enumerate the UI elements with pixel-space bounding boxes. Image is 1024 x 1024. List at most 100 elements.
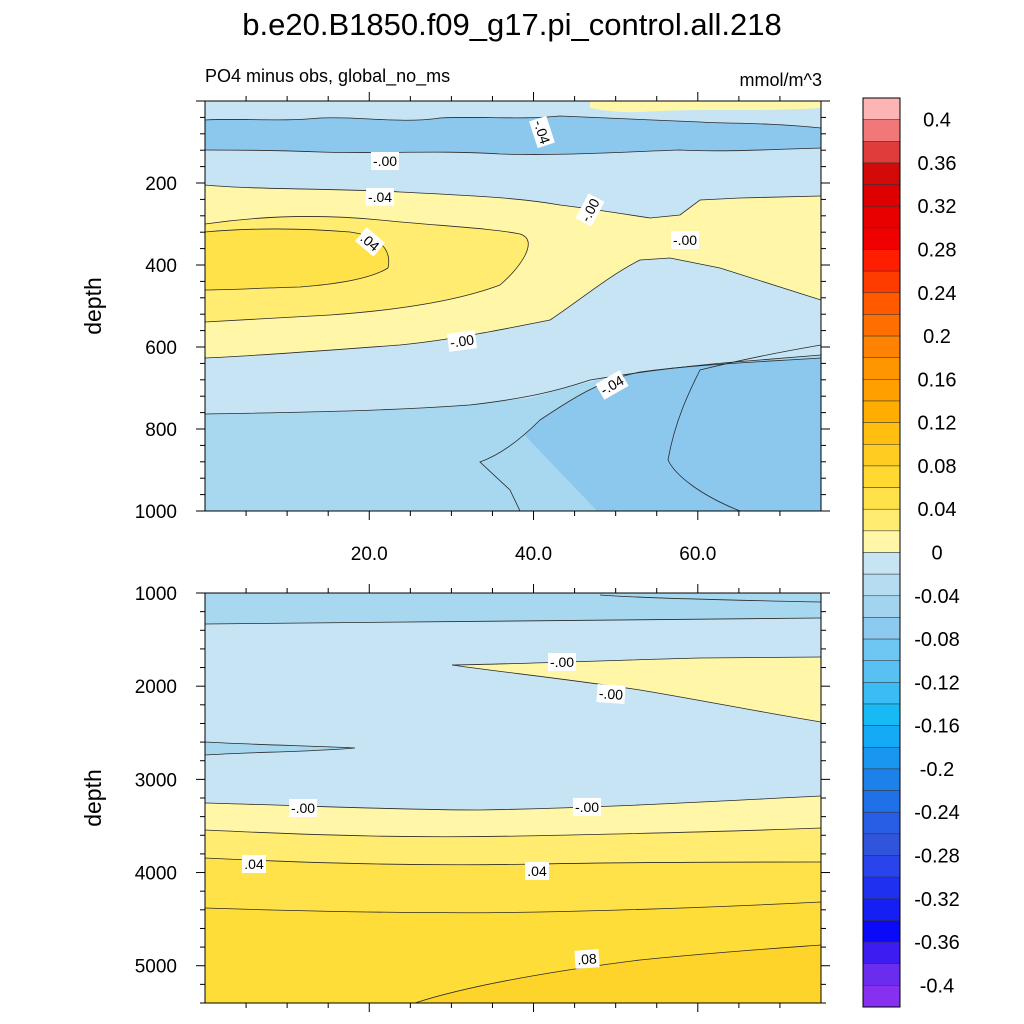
colorbar-label: -0.36	[914, 932, 960, 954]
upper-band-surface-positive	[590, 101, 821, 113]
y-tick-label: 1000	[135, 502, 177, 523]
upper-contour-line	[205, 228, 390, 291]
colorbar-swatch	[862, 119, 901, 142]
y-tick-label: 4000	[135, 864, 177, 885]
colorbar-swatch	[862, 184, 901, 207]
colorbar-swatch	[862, 617, 901, 640]
lower-contour-line	[205, 827, 821, 838]
svg-text:-.04: -.04	[531, 118, 554, 146]
colorbar-label: 0.2	[923, 326, 951, 348]
upper-contour-label: -.00	[371, 152, 399, 170]
x-tick-label: 40.0	[515, 544, 552, 565]
x-tick-label: 60.0	[679, 544, 716, 565]
colorbar-swatch	[862, 920, 901, 943]
lower-contour-label: .08	[574, 949, 600, 969]
colorbar-label: 0	[931, 543, 942, 565]
svg-text:-.00: -.00	[550, 654, 574, 670]
upper-band-positive-high	[205, 229, 389, 290]
colorbar-label: 0.04	[918, 499, 957, 521]
lower-band-positive-peak	[415, 945, 821, 1003]
colorbar-swatch	[862, 249, 901, 272]
upper-band-surface-negative	[205, 116, 821, 155]
upper-contour-label: -.04	[529, 115, 555, 149]
colorbar-swatch	[862, 985, 901, 1008]
lower-contour-label: .04	[525, 862, 549, 880]
colorbar-swatch	[862, 357, 901, 380]
lower-contour-labels: -.00 -.00 -.00 -.00 .04 .04 .08	[242, 653, 626, 969]
colorbar-swatch	[862, 379, 901, 402]
lower-contour-label: -.00	[289, 799, 317, 817]
colorbar-label: -0.04	[914, 586, 960, 608]
colorbar-swatch	[862, 682, 901, 705]
upper-contour-label: -.04	[366, 188, 394, 206]
colorbar-swatch	[862, 141, 901, 164]
colorbar-swatch	[862, 162, 901, 185]
upper-contour-line	[205, 216, 529, 323]
colorbar-label: 0.16	[918, 369, 957, 391]
colorbar-label: 0.28	[918, 240, 957, 262]
colorbar-label: -0.16	[914, 716, 960, 738]
colorbar-label: 0.08	[918, 456, 957, 478]
lower-contour-fill	[205, 593, 821, 1003]
colorbar-swatch	[862, 97, 901, 120]
y-tick-label: 200	[145, 174, 177, 195]
y-tick-label: 1000	[135, 584, 177, 605]
chart-subtitle-left: PO4 minus obs, global_no_ms	[205, 66, 450, 87]
svg-text:-.00: -.00	[598, 685, 623, 703]
upper-contour-label: -.00	[446, 330, 478, 352]
colorbar-label: -0.4	[920, 975, 954, 997]
colorbar-swatch	[862, 335, 901, 358]
y-tick-label: 600	[145, 338, 177, 359]
svg-text:.08: .08	[577, 950, 598, 967]
lower-axes: 1000 2000 3000 4000 5000	[135, 584, 830, 1012]
colorbar-frame	[862, 97, 901, 1008]
colorbar-swatch	[862, 400, 901, 423]
colorbar-swatch	[862, 595, 901, 618]
colorbar-swatch	[862, 638, 901, 661]
colorbar-label: -0.12	[914, 672, 960, 694]
svg-text:-.04: -.04	[368, 189, 392, 205]
colorbar-label: 0.24	[918, 283, 957, 305]
y-tick-label: 400	[145, 256, 177, 277]
colorbar-label: 0.32	[918, 196, 957, 218]
x-tick-label: 20.0	[351, 544, 388, 565]
svg-text:-.00: -.00	[373, 153, 397, 169]
colorbar-swatch	[862, 270, 901, 294]
chart-title: b.e20.B1850.f09_g17.pi_control.all.218	[242, 7, 782, 42]
colorbar-swatch	[862, 314, 901, 337]
lower-contour-label: -.00	[573, 798, 601, 816]
upper-contour-label: -.00	[671, 231, 699, 249]
upper-contour-line	[205, 257, 821, 359]
upper-contour-line	[667, 344, 821, 511]
upper-y-axis-label: depth	[80, 277, 106, 335]
colorbar-swatch	[862, 487, 901, 510]
colorbar-swatch	[862, 465, 901, 488]
colorbar-swatch	[862, 573, 901, 597]
colorbar-swatch	[862, 703, 901, 726]
lower-band-negative-tongue	[205, 742, 355, 755]
lower-contour-label: -.00	[596, 684, 626, 704]
y-tick-label: 3000	[135, 770, 177, 791]
colorbar-swatch	[862, 941, 901, 964]
colorbar-swatch	[862, 790, 901, 813]
colorbar-swatch	[862, 444, 901, 467]
upper-contour-line	[205, 184, 821, 219]
lower-contour-line	[205, 741, 356, 756]
lower-band-positive-tongue	[452, 657, 821, 722]
colorbar-swatch	[862, 530, 901, 553]
colorbar-swatch	[862, 205, 901, 229]
colorbar-swatch	[862, 855, 901, 878]
colorbar-label: 0.36	[918, 153, 957, 175]
colorbar-swatch	[862, 422, 901, 445]
colorbar-swatch	[862, 747, 901, 770]
colorbar-swatch	[862, 833, 901, 856]
colorbar-swatch	[862, 898, 901, 921]
y-tick-label: 2000	[135, 677, 177, 698]
svg-text:.04: .04	[244, 856, 264, 872]
colorbar-swatch	[862, 725, 901, 748]
colorbar-swatch	[862, 768, 901, 791]
colorbar-swatch	[862, 660, 901, 683]
upper-contour-line	[205, 115, 821, 129]
colorbar-label: 0.12	[918, 413, 957, 435]
lower-contour-line	[451, 656, 821, 666]
